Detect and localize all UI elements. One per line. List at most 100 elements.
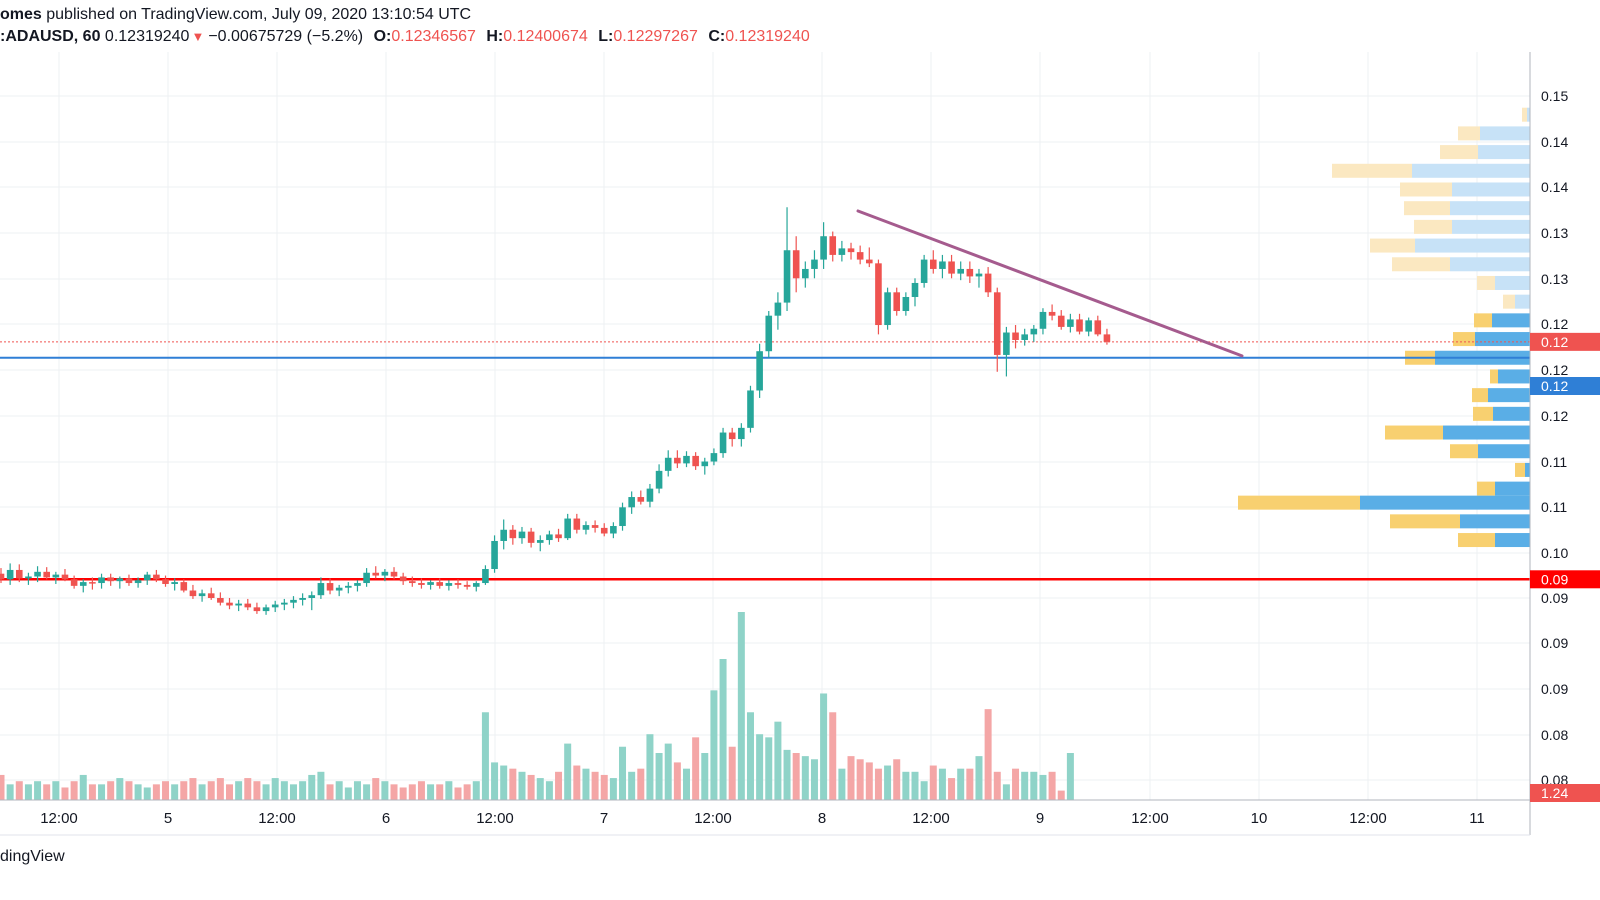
volume-bar	[235, 781, 243, 800]
candle-body	[354, 583, 361, 586]
candle	[683, 451, 690, 468]
volume-bar	[582, 768, 590, 800]
candle-body	[756, 351, 763, 391]
price-axis-label: 0.12	[1541, 362, 1568, 378]
volume-profile-up-bar	[1412, 163, 1530, 178]
volume-bar	[948, 778, 956, 800]
candle-body	[902, 296, 910, 312]
candle	[802, 261, 809, 288]
candle	[856, 245, 864, 265]
candle-body	[345, 585, 352, 588]
candle-body	[125, 578, 133, 584]
high-label: H:	[486, 28, 504, 45]
candle	[564, 513, 571, 541]
price-axis-label: 0.09	[1541, 590, 1568, 606]
volume-bar	[189, 778, 197, 800]
candle	[244, 598, 252, 611]
volume-bar	[692, 737, 700, 800]
tradingview-brand[interactable]: dingView	[0, 848, 65, 865]
candle	[217, 592, 224, 606]
candle-body	[290, 599, 297, 603]
price-axis-label: 0.13	[1541, 271, 1568, 287]
candle-body	[610, 526, 617, 534]
time-axis-label: 12:00	[1349, 810, 1387, 827]
candle	[326, 578, 334, 595]
volume-bar	[756, 734, 764, 800]
candle-body	[134, 580, 142, 584]
candle	[518, 526, 526, 544]
candle	[527, 527, 535, 548]
volume-profile-down-bar	[1515, 462, 1525, 477]
price-axis-label: 0.12	[1541, 316, 1568, 332]
price-tag	[1530, 784, 1600, 802]
candle-body	[1076, 319, 1083, 332]
volume-bar	[262, 784, 270, 800]
price-axis-label: 0.09	[1541, 681, 1568, 697]
candle-body	[573, 518, 581, 530]
candle-body	[582, 525, 590, 530]
candle	[34, 566, 41, 583]
candle-body	[802, 268, 809, 279]
volume-bar	[171, 784, 179, 800]
candle-body	[198, 593, 206, 597]
candle-body	[719, 432, 727, 454]
candle-body	[217, 598, 224, 603]
candle	[226, 598, 233, 610]
volume-bar	[774, 721, 782, 800]
author-name[interactable]: omes	[0, 6, 42, 23]
volume-profile-down-bar	[1450, 444, 1478, 459]
candle	[829, 231, 837, 262]
volume-profile-down-bar	[1490, 369, 1498, 384]
symbol-interval[interactable]: :ADAUSD, 60	[0, 28, 101, 45]
candle	[1012, 325, 1019, 349]
price-axis-label: 0.13	[1541, 225, 1568, 241]
candle	[281, 598, 288, 611]
candle-body	[372, 572, 380, 576]
candle	[436, 578, 444, 589]
volume-bar	[134, 784, 142, 800]
volume-profile-down-bar	[1400, 182, 1452, 197]
candle	[0, 568, 5, 584]
candle	[125, 574, 133, 586]
candle	[692, 452, 699, 470]
volume-profile-up-bar	[1452, 219, 1530, 234]
candle-body	[482, 569, 489, 584]
candle-body	[491, 540, 498, 570]
price-axis-label: 0.08	[1541, 727, 1568, 743]
candle-body	[253, 607, 261, 612]
candle-body	[390, 571, 398, 577]
time-axis-label: 5	[164, 810, 172, 827]
volume-profile-up-bar	[1515, 294, 1530, 309]
volume-bar	[536, 778, 544, 800]
volume-bar	[24, 784, 32, 800]
candle	[472, 581, 480, 592]
volume-bar	[573, 765, 581, 800]
candle	[1003, 326, 1010, 377]
candle-body	[143, 574, 151, 581]
candle	[838, 240, 846, 262]
volume-bar	[198, 784, 206, 800]
volume-bar	[34, 781, 42, 800]
candle-body	[820, 236, 827, 260]
down-arrow-icon: ▼	[191, 29, 205, 44]
price-change: −0.00675729 (−5.2%)	[208, 28, 364, 45]
volume-bar	[893, 759, 901, 800]
volume-bar	[61, 787, 69, 800]
candle	[893, 287, 901, 316]
volume-profile-down-bar	[1474, 313, 1492, 328]
close-value: 0.12319240	[725, 28, 810, 45]
candle-body	[15, 569, 23, 579]
candle	[710, 448, 718, 466]
candle	[89, 577, 96, 590]
volume-profile-up-bar	[1525, 462, 1530, 477]
volume-bar	[289, 784, 297, 800]
candle-body	[664, 457, 672, 471]
candle	[235, 599, 242, 612]
volume-bar	[957, 768, 965, 800]
candle	[573, 513, 581, 534]
volume-profile-down-bar	[1477, 481, 1495, 496]
candle	[171, 578, 178, 591]
volume-bar	[719, 659, 727, 800]
candle-body	[472, 583, 480, 587]
